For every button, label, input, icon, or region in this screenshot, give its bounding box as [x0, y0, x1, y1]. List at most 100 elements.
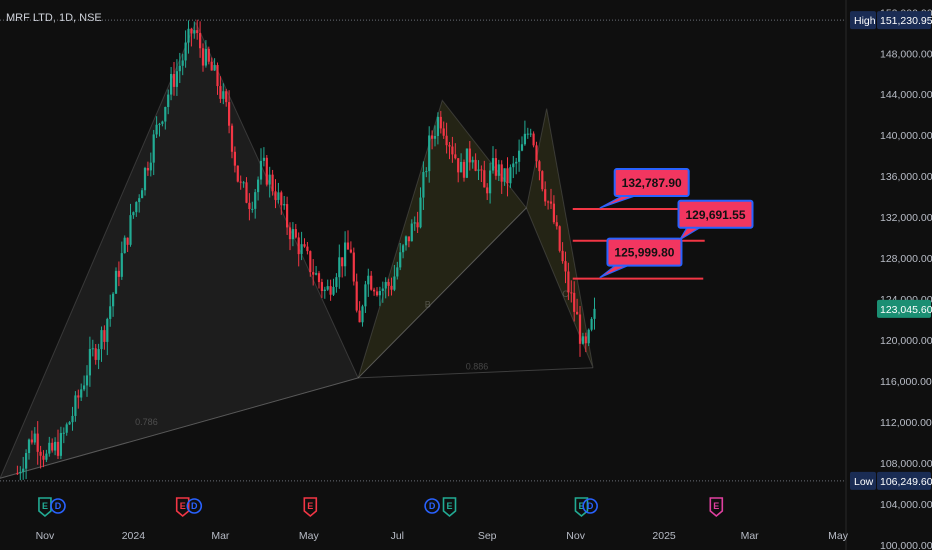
- candle-body: [404, 236, 408, 246]
- candle-body: [155, 124, 158, 135]
- candle-body: [236, 165, 239, 182]
- candlestick-series: [16, 19, 596, 481]
- dividend-marker[interactable]: D: [50, 498, 66, 514]
- candle-body: [349, 249, 353, 253]
- candle-body: [74, 395, 77, 416]
- earnings-marker[interactable]: E: [38, 497, 52, 518]
- candle-body: [56, 441, 60, 456]
- earnings-marker[interactable]: E: [442, 497, 457, 518]
- marker-letter: E: [578, 501, 584, 511]
- earnings-marker[interactable]: E: [574, 497, 589, 518]
- candle-body: [480, 169, 483, 171]
- candle-body: [555, 222, 558, 227]
- high-label: High: [854, 15, 876, 27]
- low-label: Low: [854, 476, 874, 488]
- candle-body: [326, 286, 329, 290]
- candle-body: [355, 281, 358, 311]
- candle-body: [111, 293, 115, 307]
- candle-body: [488, 170, 492, 194]
- candle-body: [497, 164, 500, 176]
- candle-body: [541, 171, 544, 190]
- candle-body: [552, 203, 556, 223]
- candle-body: [538, 161, 541, 172]
- high-value: 151,230.95: [880, 15, 932, 27]
- candle-body: [346, 242, 350, 250]
- marker-shape: [442, 497, 457, 518]
- candle-body: [486, 187, 489, 194]
- time-tick-label: Mar: [741, 530, 760, 542]
- target-callout[interactable]: [606, 237, 683, 267]
- earnings-marker[interactable]: E: [303, 497, 318, 518]
- candle-body: [68, 422, 71, 425]
- candle-body: [419, 197, 422, 228]
- pattern-label: 0.886: [466, 362, 489, 372]
- time-tick-label: Nov: [566, 530, 585, 542]
- candle-body: [581, 336, 585, 344]
- marker-letter: E: [713, 501, 719, 511]
- price-tick-label: 144,000.00: [880, 89, 932, 101]
- candle-body: [335, 277, 338, 287]
- candle-body: [201, 48, 205, 66]
- target-lines: 132,787.90 129,691.55 125,999.80: [572, 168, 754, 280]
- target-callout[interactable]: [677, 199, 754, 229]
- marker-shape: [574, 497, 589, 518]
- candle-body: [390, 285, 393, 290]
- candle-body: [587, 329, 590, 344]
- candle-body: [230, 125, 234, 152]
- earnings-marker[interactable]: E: [175, 497, 190, 518]
- candle-body: [341, 257, 344, 267]
- candle-body: [117, 270, 121, 277]
- candle-body: [523, 133, 527, 145]
- candle-body: [65, 424, 68, 433]
- candle-body: [332, 286, 335, 295]
- candle-body: [491, 158, 495, 171]
- marker-letter: D: [587, 501, 594, 511]
- pattern-label: C: [562, 289, 569, 299]
- earnings-marker[interactable]: E: [709, 497, 724, 518]
- dividend-marker[interactable]: D: [424, 498, 440, 514]
- dividend-marker[interactable]: D: [582, 498, 598, 514]
- time-tick-label: 2024: [122, 530, 146, 542]
- target-callout-label: 132,787.90: [622, 176, 682, 190]
- candle-body: [401, 245, 405, 253]
- candle-body: [242, 182, 245, 184]
- candle-body: [140, 190, 144, 199]
- candle-body: [204, 48, 208, 66]
- candle-body: [222, 91, 225, 99]
- candle-body: [190, 28, 193, 34]
- candle-body: [407, 236, 411, 242]
- candle-body: [22, 468, 25, 473]
- target-callout[interactable]: [613, 168, 690, 198]
- dividend-marker[interactable]: D: [186, 498, 203, 514]
- marker-letter: E: [42, 501, 48, 511]
- marker-letter: E: [180, 501, 186, 511]
- candle-body: [387, 282, 390, 286]
- candle-body: [245, 182, 248, 203]
- candle-body: [97, 349, 100, 360]
- candle-body: [277, 192, 280, 200]
- time-tick-label: May: [299, 530, 320, 542]
- candle-body: [146, 167, 150, 171]
- candle-body: [422, 172, 425, 198]
- candle-body: [294, 229, 297, 238]
- low-value-box: [877, 471, 931, 490]
- candle-body: [410, 223, 413, 242]
- time-axis[interactable]: Nov 2024 Mar May Jul Sep Nov 2025 Mar May: [36, 530, 849, 542]
- candle-body: [280, 192, 283, 206]
- candle-body: [343, 242, 347, 267]
- candle-body: [578, 314, 582, 344]
- candle-body: [207, 48, 210, 62]
- candle-body: [184, 42, 187, 61]
- last-price-value: 123,045.60: [880, 304, 932, 316]
- last-price-box: [877, 299, 931, 318]
- candle-body: [85, 375, 89, 386]
- candle-body: [515, 161, 518, 164]
- marker-shape: [303, 497, 318, 518]
- candle-body: [274, 191, 277, 200]
- candle-body: [517, 150, 521, 162]
- pattern-label: 0.786: [135, 417, 158, 427]
- candle-body: [126, 237, 129, 245]
- candle-body: [254, 192, 257, 209]
- candle-body: [483, 170, 486, 188]
- candle-body: [196, 30, 199, 34]
